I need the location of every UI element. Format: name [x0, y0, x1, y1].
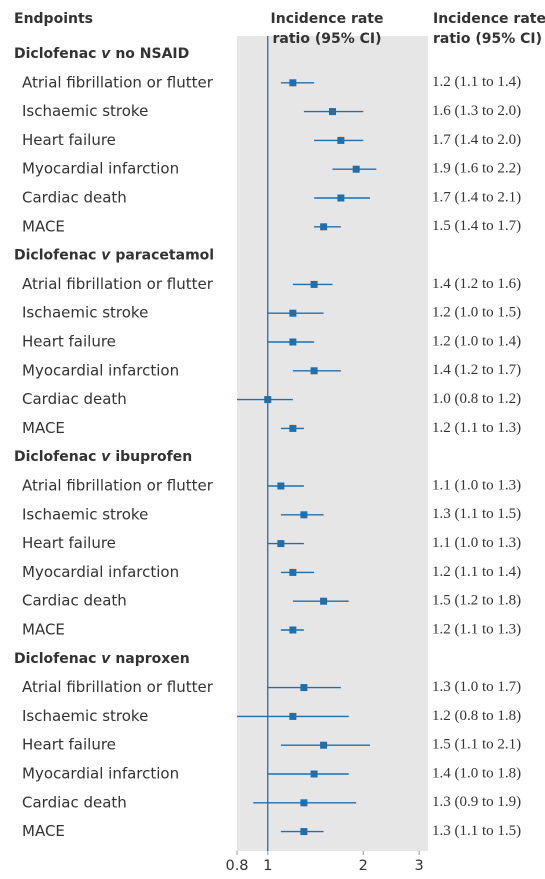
point-estimate — [289, 338, 297, 346]
value-label: 1.7 (1.4 to 2.1) — [432, 189, 521, 205]
point-estimate — [310, 280, 318, 288]
value-label: 1.2 (1.1 to 1.3) — [432, 420, 521, 436]
point-estimate — [320, 223, 328, 231]
text-column-header: Incidence rate — [433, 11, 545, 27]
endpoint-label: Atrial fibrillation or flutter — [22, 477, 214, 495]
value-label: 1.2 (1.1 to 1.3) — [432, 621, 521, 637]
endpoint-label: Myocardial infarction — [22, 160, 179, 178]
endpoint-label: MACE — [22, 217, 65, 235]
endpoint-label: Myocardial infarction — [22, 563, 179, 581]
text-column-header: ratio (95% CI) — [433, 31, 542, 47]
point-estimate — [289, 424, 297, 432]
value-label: 1.4 (1.2 to 1.6) — [432, 276, 521, 292]
point-estimate — [289, 712, 297, 720]
point-estimate — [337, 136, 345, 144]
endpoint-label: Heart failure — [22, 534, 116, 552]
value-label: 1.4 (1.0 to 1.8) — [432, 765, 521, 781]
point-estimate — [337, 194, 345, 202]
point-estimate — [310, 367, 318, 375]
value-label: 1.2 (1.0 to 1.5) — [432, 305, 521, 321]
endpoint-label: Ischaemic stroke — [22, 505, 148, 523]
point-estimate — [277, 540, 285, 548]
value-label: 1.5 (1.2 to 1.8) — [432, 593, 521, 609]
point-estimate — [329, 108, 336, 116]
point-estimate — [289, 79, 297, 87]
value-label: 1.0 (0.8 to 1.2) — [432, 391, 521, 407]
group-header: Diclofenac v paracetamol — [14, 248, 214, 264]
endpoint-label: Myocardial infarction — [22, 361, 179, 379]
value-label: 1.3 (1.1 to 1.5) — [432, 823, 521, 839]
value-label: 1.1 (1.0 to 1.3) — [432, 535, 521, 551]
point-estimate — [289, 309, 297, 317]
group-header: Diclofenac v naproxen — [14, 651, 190, 667]
endpoint-label: Atrial fibrillation or flutter — [22, 275, 214, 293]
point-estimate — [352, 165, 360, 173]
value-label: 1.5 (1.1 to 2.1) — [432, 737, 521, 753]
value-label: 1.3 (0.9 to 1.9) — [432, 794, 521, 810]
endpoint-label: MACE — [22, 419, 65, 437]
endpoint-label: Myocardial infarction — [22, 765, 179, 783]
group-header: Diclofenac v ibuprofen — [14, 449, 192, 465]
point-estimate — [300, 684, 308, 692]
point-estimate — [300, 828, 308, 836]
x-tick-label: 0.8 — [225, 858, 248, 874]
value-label: 1.7 (1.4 to 2.0) — [432, 132, 521, 148]
point-estimate — [320, 597, 328, 605]
point-estimate — [277, 482, 285, 490]
point-estimate — [300, 799, 308, 807]
endpoint-label: Heart failure — [22, 131, 116, 149]
value-label: 1.6 (1.3 to 2.0) — [432, 103, 521, 119]
endpoint-label: Cardiac death — [22, 189, 127, 207]
value-label: 1.3 (1.1 to 1.5) — [432, 506, 521, 522]
point-estimate — [320, 741, 328, 749]
endpoint-label: MACE — [22, 621, 65, 639]
point-estimate — [310, 770, 318, 778]
label-column-header: Endpoints — [14, 11, 93, 27]
plot-column-header: ratio (95% CI) — [273, 31, 382, 47]
endpoint-label: Cardiac death — [22, 592, 127, 610]
point-estimate — [289, 568, 297, 576]
point-estimate — [264, 396, 272, 404]
value-label: 1.1 (1.0 to 1.3) — [432, 477, 521, 493]
point-estimate — [300, 511, 308, 519]
endpoint-label: Cardiac death — [22, 793, 127, 811]
x-tick-label: 2 — [359, 858, 368, 874]
endpoint-label: MACE — [22, 822, 65, 840]
plot-column-header: Incidence rate — [271, 11, 384, 27]
value-label: 1.4 (1.2 to 1.7) — [432, 362, 521, 378]
endpoint-label: Atrial fibrillation or flutter — [22, 678, 214, 696]
value-label: 1.3 (1.0 to 1.7) — [432, 679, 521, 695]
endpoint-label: Atrial fibrillation or flutter — [22, 73, 214, 91]
endpoint-label: Ischaemic stroke — [22, 304, 148, 322]
endpoint-label: Ischaemic stroke — [22, 707, 148, 725]
value-label: 1.5 (1.4 to 1.7) — [432, 218, 521, 234]
x-tick-label: 1 — [263, 858, 272, 874]
value-label: 1.2 (1.0 to 1.4) — [432, 333, 521, 349]
value-label: 1.2 (1.1 to 1.4) — [432, 564, 521, 580]
plot-panel — [237, 36, 428, 851]
x-tick-label: 3 — [414, 858, 423, 874]
value-label: 1.2 (0.8 to 1.8) — [432, 708, 521, 724]
value-label: 1.2 (1.1 to 1.4) — [432, 74, 521, 90]
value-label: 1.9 (1.6 to 2.2) — [432, 161, 521, 177]
endpoint-label: Heart failure — [22, 333, 116, 351]
endpoint-label: Heart failure — [22, 736, 116, 754]
point-estimate — [289, 626, 297, 634]
endpoint-label: Ischaemic stroke — [22, 102, 148, 120]
endpoint-label: Cardiac death — [22, 390, 127, 408]
group-header: Diclofenac v no NSAID — [14, 46, 189, 62]
